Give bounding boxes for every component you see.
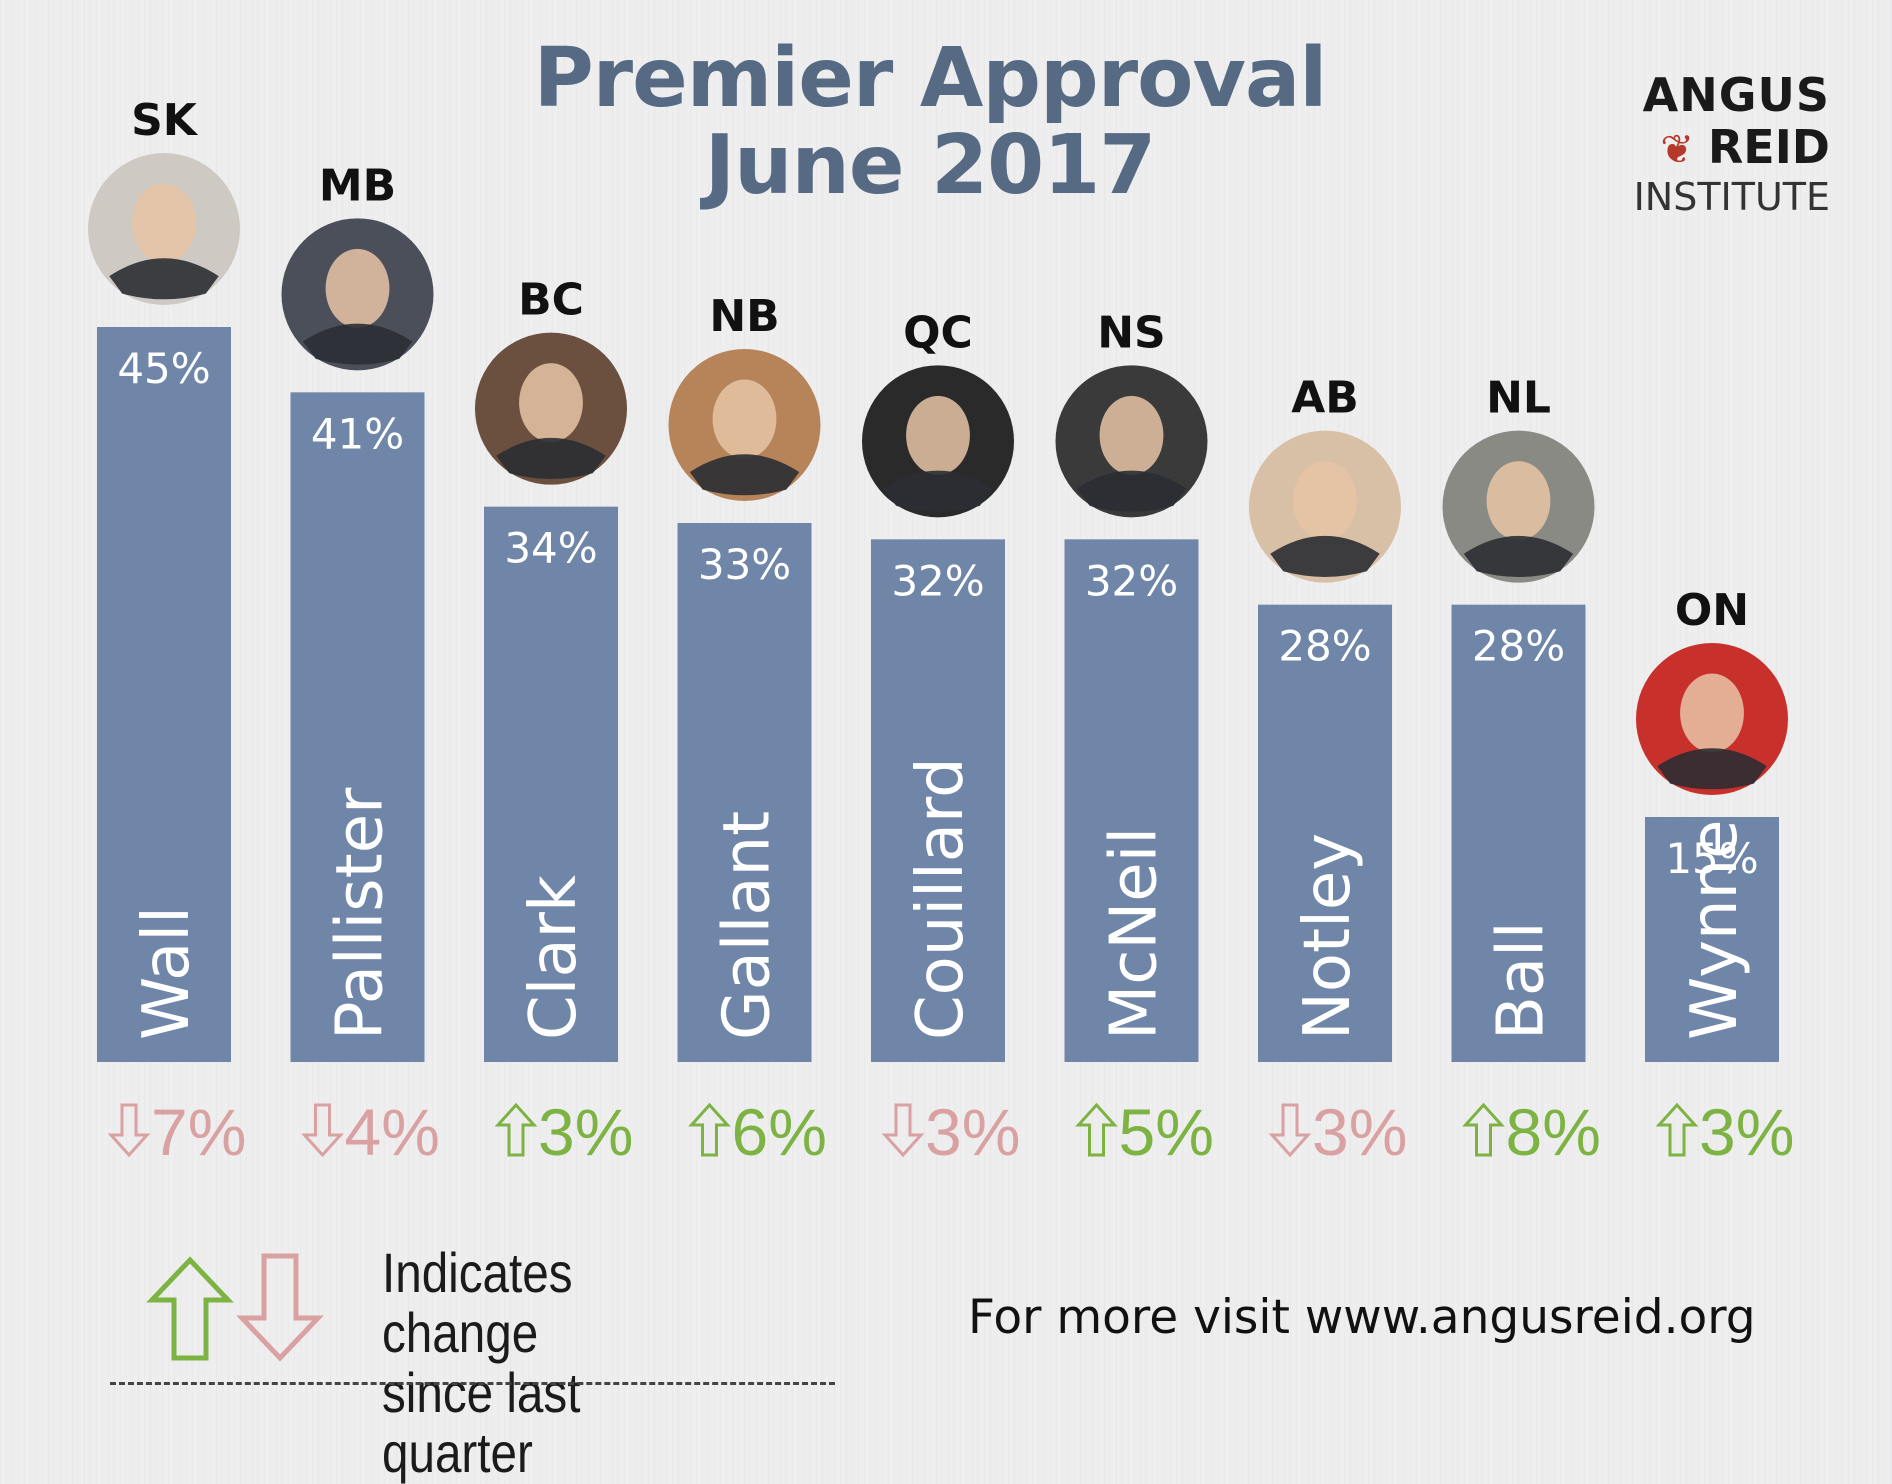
arrow-up-icon bbox=[494, 1102, 538, 1157]
province-label: BC bbox=[518, 275, 584, 326]
arrow-up-icon bbox=[146, 1256, 234, 1361]
logo-text-institute: INSTITUTE bbox=[1633, 175, 1830, 219]
change-label: 3% bbox=[925, 1095, 1020, 1169]
bar-ab bbox=[1258, 604, 1392, 1062]
province-label: QC bbox=[903, 307, 973, 358]
change-label: 3% bbox=[1312, 1095, 1407, 1169]
premier-name-label: McNeil bbox=[1098, 827, 1172, 1040]
bar-sk bbox=[97, 327, 231, 1062]
province-label: NS bbox=[1097, 307, 1166, 358]
value-label: 28% bbox=[1278, 622, 1371, 671]
change-label: 3% bbox=[1699, 1095, 1794, 1169]
shoulders-shape bbox=[1076, 470, 1187, 512]
bar-on bbox=[1645, 817, 1779, 1062]
shoulders-shape bbox=[689, 454, 800, 496]
premier-name-label: Couillard bbox=[904, 757, 978, 1040]
legend-divider bbox=[110, 1382, 835, 1385]
value-label: 45% bbox=[117, 344, 210, 393]
province-label: NL bbox=[1486, 373, 1551, 424]
legend-line1: Indicates change bbox=[382, 1241, 573, 1364]
infographic: Premier Approval June 2017 ANGUS ❦ REID I… bbox=[88, 31, 1830, 1483]
legend-arrows bbox=[146, 1253, 324, 1362]
bar-qc bbox=[871, 539, 1005, 1062]
face-shape bbox=[1293, 461, 1357, 541]
shoulders-shape bbox=[1270, 535, 1380, 577]
premier-name-label: Gallant bbox=[711, 811, 785, 1040]
logo-text-reid: REID bbox=[1707, 120, 1830, 174]
footer-link-text: For more visit www.angusreid.org bbox=[968, 1290, 1756, 1345]
bar-bc bbox=[484, 506, 618, 1063]
face-shape bbox=[1099, 395, 1164, 475]
change-label: 4% bbox=[345, 1095, 440, 1169]
bar-nb bbox=[677, 523, 812, 1062]
maple-leaf-icon: ❦ bbox=[1660, 127, 1694, 173]
premier-name-label: Notley bbox=[1291, 833, 1365, 1040]
shoulders-shape bbox=[109, 258, 219, 300]
premier-name-label: Ball bbox=[1485, 921, 1559, 1040]
face-shape bbox=[712, 379, 777, 459]
bar-ns bbox=[1064, 539, 1199, 1062]
face-shape bbox=[1486, 461, 1551, 541]
value-label: 41% bbox=[311, 409, 404, 458]
arrow-up-icon bbox=[1655, 1102, 1699, 1157]
province-label: MB bbox=[319, 160, 396, 211]
face-shape bbox=[1680, 673, 1744, 753]
arrow-down-icon bbox=[301, 1103, 344, 1158]
change-label: 3% bbox=[538, 1095, 633, 1169]
arrow-down-icon bbox=[881, 1103, 925, 1158]
shoulders-shape bbox=[1657, 748, 1767, 790]
shoulders-shape bbox=[496, 437, 606, 479]
value-label: 32% bbox=[891, 556, 984, 605]
value-label: 32% bbox=[1085, 556, 1178, 605]
arrow-up-icon bbox=[1075, 1102, 1118, 1157]
shoulders-shape bbox=[883, 470, 993, 512]
chart-title-line1: Premier Approval bbox=[533, 31, 1328, 126]
premier-name-label: Pallister bbox=[324, 787, 398, 1040]
change-label: 7% bbox=[151, 1095, 246, 1169]
legend-text: Indicates change since last quarter bbox=[382, 1243, 739, 1483]
logo-text-angus: ANGUS bbox=[1642, 68, 1830, 122]
logo-row-reid: ❦ REID bbox=[1580, 118, 1830, 170]
shoulders-shape bbox=[302, 323, 413, 365]
arrow-down-icon bbox=[1268, 1103, 1312, 1158]
bar-chart: 45% Wall SK 7% 41% Pallister MB 4% 34% Clark BC 3% 3… bbox=[88, 95, 1794, 1169]
face-shape bbox=[132, 183, 196, 263]
arrow-down-icon bbox=[236, 1253, 324, 1362]
value-label: 34% bbox=[504, 524, 597, 573]
change-label: 6% bbox=[732, 1095, 827, 1169]
shoulders-shape bbox=[1463, 535, 1574, 577]
chart-title-line2: June 2017 bbox=[704, 118, 1157, 213]
change-label: 8% bbox=[1506, 1095, 1601, 1169]
premier-name-label: Wall bbox=[130, 906, 204, 1040]
premier-name-label: Wynne bbox=[1678, 819, 1752, 1040]
province-label: ON bbox=[1675, 585, 1749, 636]
bar-mb bbox=[290, 392, 425, 1062]
province-label: AB bbox=[1291, 373, 1359, 424]
value-label: 33% bbox=[698, 540, 791, 589]
face-shape bbox=[519, 363, 583, 443]
legend-line2: since last quarter bbox=[382, 1361, 581, 1484]
province-label: NB bbox=[709, 291, 779, 342]
face-shape bbox=[906, 395, 970, 475]
change-label: 5% bbox=[1119, 1095, 1214, 1169]
value-label: 15% bbox=[1665, 834, 1758, 883]
value-label: 28% bbox=[1472, 622, 1565, 671]
arrow-down-icon bbox=[107, 1103, 151, 1158]
arrow-up-icon bbox=[1462, 1102, 1505, 1157]
bar-nl bbox=[1451, 604, 1586, 1062]
face-shape bbox=[325, 248, 390, 328]
premier-name-label: Clark bbox=[517, 875, 591, 1040]
arrow-up-icon bbox=[688, 1102, 731, 1157]
angus-reid-logo: ANGUS ❦ REID INSTITUTE bbox=[1580, 72, 1830, 216]
province-label: SK bbox=[131, 95, 199, 146]
